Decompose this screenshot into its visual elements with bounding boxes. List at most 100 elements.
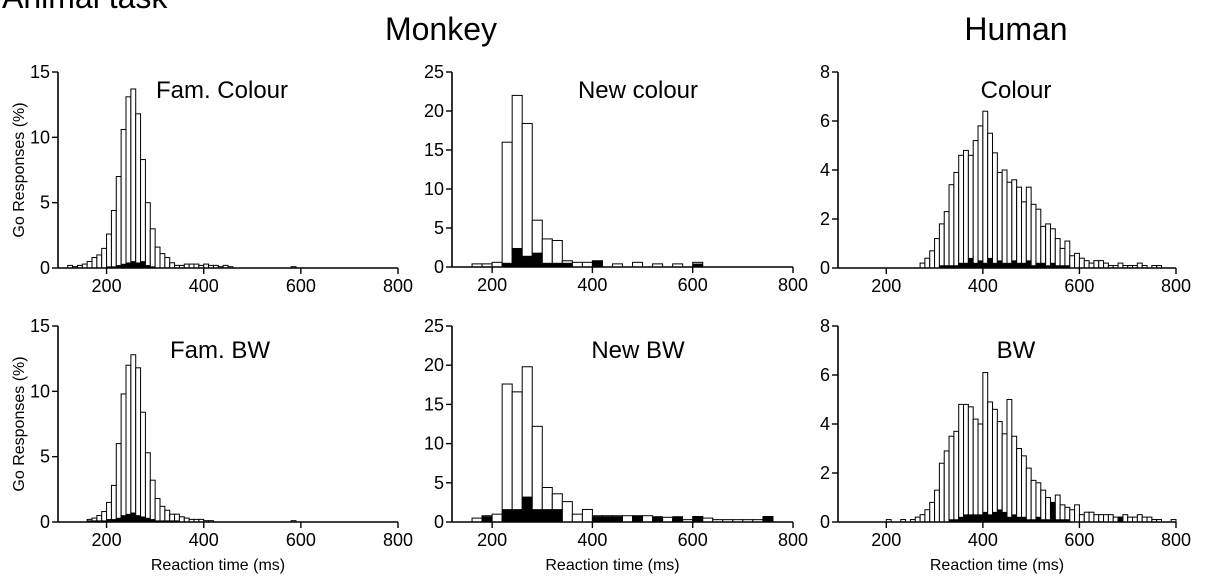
bar-total-280 — [144, 452, 151, 523]
bar-black-460 — [1011, 514, 1017, 523]
panel-title: Fam. BW — [170, 337, 270, 364]
bar-total-470 — [1016, 186, 1022, 269]
bar-total-240 — [125, 96, 132, 269]
bar-total-280 — [531, 425, 543, 523]
bar-total-500 — [642, 515, 654, 523]
bar-total-340 — [953, 171, 960, 269]
bar-total-520 — [1040, 225, 1047, 269]
group-title-human: Human — [964, 11, 1067, 47]
x-tick-label-800: 800 — [383, 276, 413, 296]
bar-black-430 — [997, 509, 1003, 523]
bar-total-210 — [110, 484, 117, 523]
y-tick-label-0: 0 — [434, 257, 444, 277]
bar-total-410 — [987, 132, 994, 269]
bar-total-330 — [948, 184, 955, 269]
bar-total-240 — [125, 364, 132, 523]
bar-black-220 — [501, 509, 513, 523]
bar-total-660 — [1107, 514, 1114, 523]
bar-total-320 — [164, 509, 171, 523]
x-tick-label-800: 800 — [778, 530, 808, 550]
bar-total-460 — [1011, 435, 1018, 523]
bar-black-460 — [1011, 260, 1017, 269]
bar-total-430 — [996, 421, 1003, 523]
bar-black-230 — [120, 515, 127, 523]
bar-black-260 — [521, 496, 533, 523]
x-tick-label-800: 800 — [383, 530, 413, 550]
bar-black-420 — [992, 511, 998, 523]
y-tick-label-10: 10 — [30, 127, 50, 147]
bar-total-220 — [115, 443, 122, 523]
y-tick-label-10: 10 — [30, 381, 50, 401]
bar-total-250 — [130, 354, 137, 523]
x-tick-label-400: 400 — [577, 530, 607, 550]
bar-black-400 — [592, 260, 603, 268]
bar-total-270 — [140, 411, 146, 523]
bar-black-360 — [963, 514, 969, 523]
bar-total-360 — [963, 403, 969, 523]
bar-black-180 — [481, 516, 493, 523]
bar-total-370 — [967, 154, 974, 269]
bar-black-560 — [672, 516, 683, 523]
bar-total-350 — [958, 403, 965, 523]
bar-total-170 — [91, 257, 98, 269]
bar-total-480 — [1020, 201, 1027, 269]
bar-black-390 — [977, 260, 984, 269]
bar-black-490 — [1026, 260, 1032, 269]
chart-panel-5: 0 5 10 15 20 25 200 400 600 800 New BW Reaction tim… — [424, 316, 808, 574]
bar-total-320 — [164, 257, 171, 269]
bar-black-370 — [968, 257, 974, 269]
bar-total-610 — [1083, 260, 1090, 269]
bar-total-220 — [501, 141, 513, 268]
y-tick-label-5: 5 — [40, 447, 50, 467]
bar-total-300 — [934, 238, 940, 269]
bar-total-380 — [581, 508, 593, 523]
x-tick-label-400: 400 — [577, 275, 607, 295]
x-tick-label-200: 200 — [477, 275, 507, 295]
bar-total-400 — [982, 110, 989, 269]
x-tick-label-200: 200 — [92, 530, 122, 550]
bar-total-630 — [1093, 260, 1100, 269]
y-tick-label-20: 20 — [424, 101, 444, 121]
x-tick-label-600: 600 — [286, 530, 316, 550]
bar-total-640 — [1098, 260, 1105, 269]
bar-total-430 — [996, 171, 1003, 269]
y-tick-label-15: 15 — [30, 316, 50, 336]
bar-total-240 — [511, 94, 523, 268]
bar-total-570 — [1064, 240, 1071, 269]
bar-total-590 — [1074, 252, 1080, 269]
bar-total-260 — [135, 367, 142, 523]
bar-black-240 — [511, 509, 523, 523]
bar-total-320 — [943, 211, 950, 269]
bar-black-260 — [521, 255, 533, 268]
bar-total-560 — [1059, 247, 1066, 269]
x-tick-label-600: 600 — [678, 530, 708, 550]
y-tick-label-6: 6 — [820, 365, 830, 385]
bar-black-280 — [531, 509, 543, 523]
bar-total-250 — [130, 88, 137, 269]
bar-total-510 — [1035, 482, 1042, 523]
bar-total-390 — [977, 423, 984, 523]
bar-total-600 — [1078, 514, 1085, 523]
x-tick-label-200: 200 — [871, 530, 901, 550]
bar-total-310 — [159, 253, 166, 269]
bar-black-370 — [968, 514, 974, 523]
bar-total-300 — [154, 497, 161, 523]
bar-total-360 — [963, 149, 969, 269]
y-tick-label-5: 5 — [40, 193, 50, 213]
bar-total-340 — [561, 501, 573, 523]
bar-total-410 — [987, 401, 994, 523]
bar-total-460 — [1011, 179, 1018, 269]
chart-panel-6: 0 2 4 6 8 200 400 600 800 BW Reaction time (ms) — [820, 316, 1191, 574]
bar-black-240 — [125, 513, 132, 523]
bar-total-720 — [1136, 514, 1143, 523]
bar-black-390 — [977, 514, 984, 523]
bar-total-320 — [943, 450, 950, 523]
bar-black-300 — [541, 509, 553, 523]
bar-total-300 — [934, 489, 940, 523]
bar-total-360 — [571, 513, 583, 523]
y-tick-label-5: 5 — [434, 218, 444, 238]
bar-total-380 — [972, 418, 979, 523]
chart-panel-2: 0 5 10 15 20 25 200 400 600 800 New colour — [424, 62, 808, 295]
bar-black-480 — [632, 515, 643, 523]
